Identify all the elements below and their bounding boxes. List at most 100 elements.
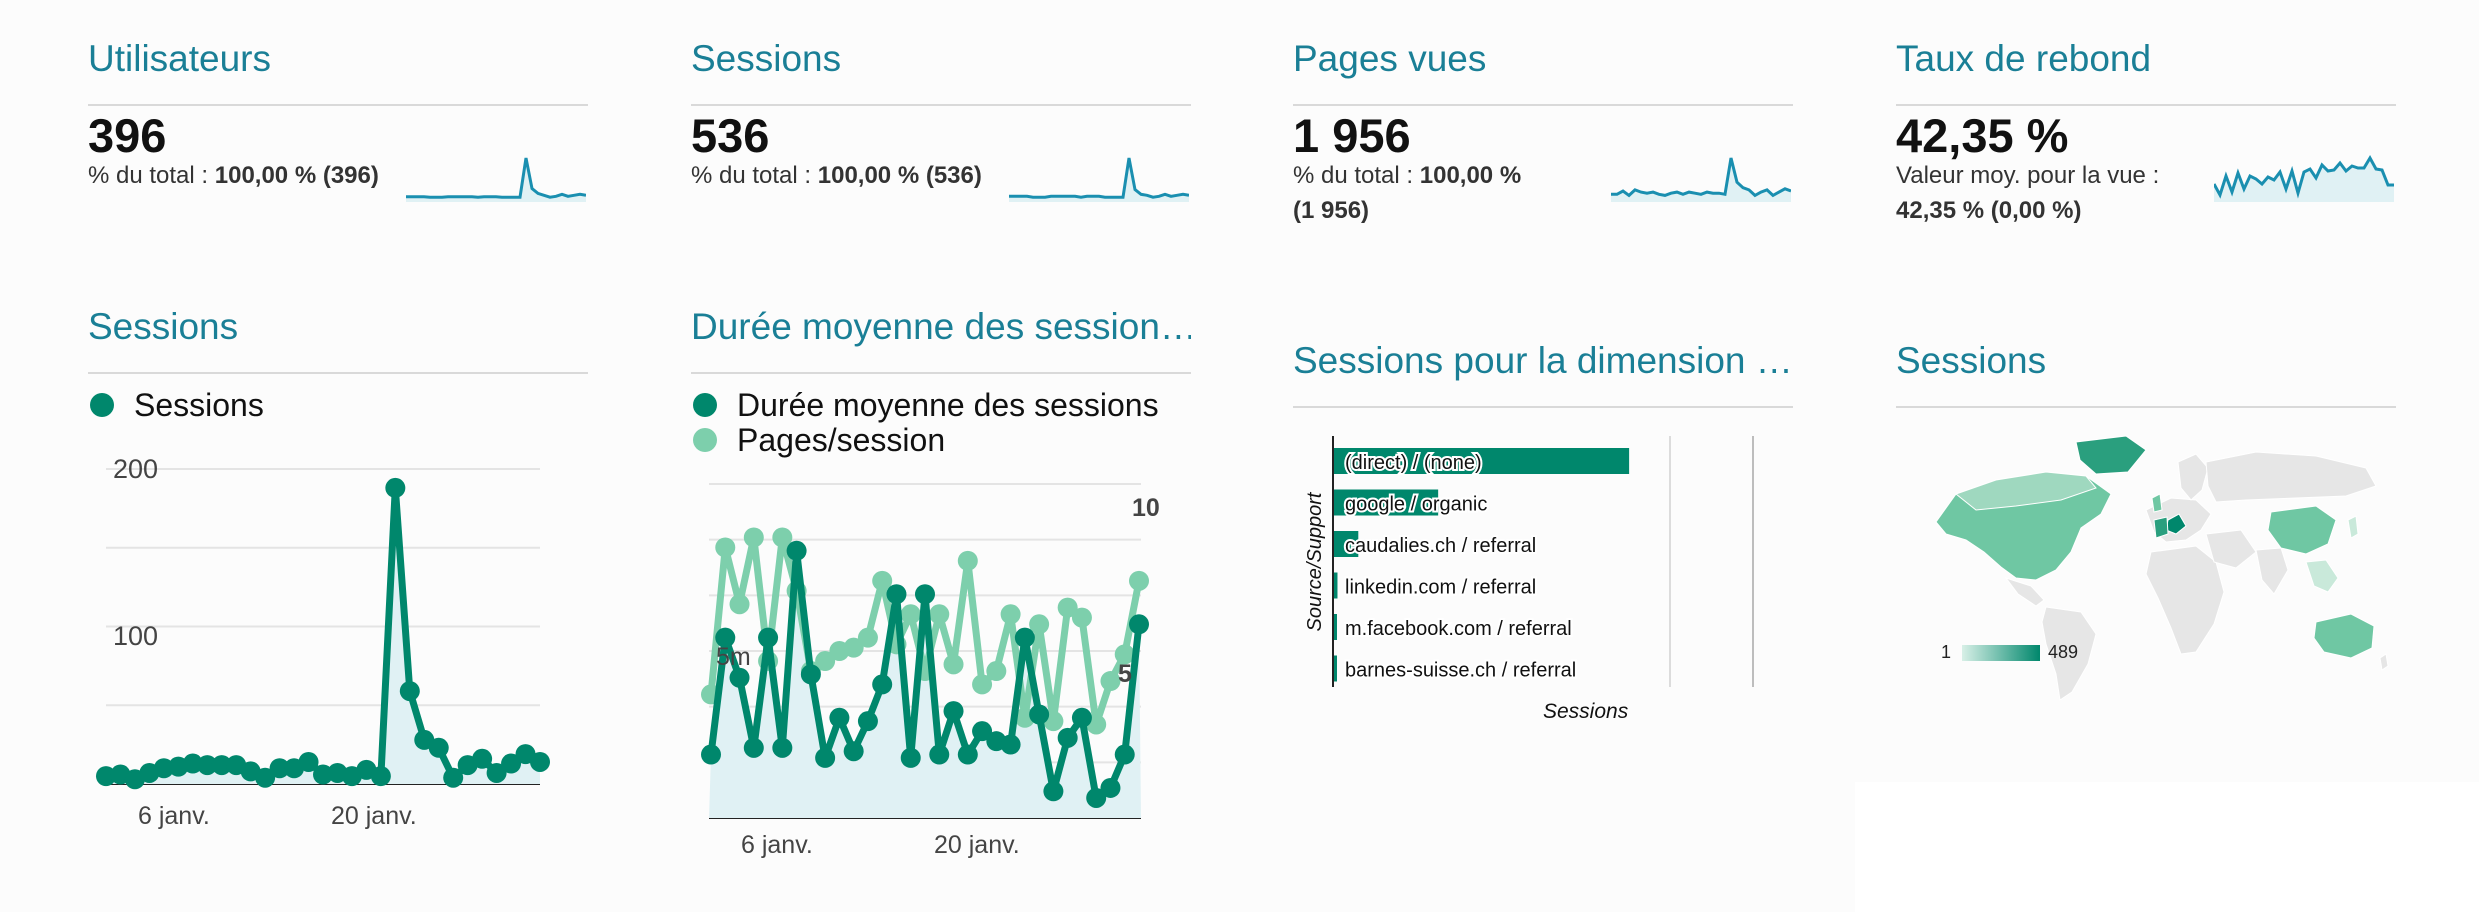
data-point[interactable]: [298, 751, 319, 772]
data-point[interactable]: [800, 664, 821, 685]
data-point[interactable]: [530, 751, 550, 772]
map-china: [2267, 505, 2337, 555]
data-point[interactable]: [972, 721, 993, 742]
data-point[interactable]: [872, 570, 893, 591]
data-point[interactable]: [957, 744, 978, 765]
data-point[interactable]: [900, 604, 921, 625]
data-point[interactable]: [1071, 607, 1092, 628]
data-point[interactable]: [486, 762, 507, 783]
data-point[interactable]: [428, 737, 449, 758]
data-point[interactable]: [1114, 744, 1135, 765]
kpi-card-users: Utilisateurs 396 % du total : 100,00 % (…: [88, 38, 588, 238]
data-point[interactable]: [472, 748, 493, 769]
data-point[interactable]: [1029, 614, 1050, 635]
data-point[interactable]: [1000, 604, 1021, 625]
map-south-east-asia: [2305, 559, 2339, 593]
bar[interactable]: [1334, 531, 1359, 557]
legend-label: Durée moyenne des sessions: [737, 387, 1159, 423]
divider: [88, 372, 588, 374]
map-france: [2153, 516, 2169, 539]
data-point[interactable]: [96, 766, 116, 787]
data-point[interactable]: [701, 744, 721, 765]
data-point[interactable]: [929, 604, 950, 625]
data-point[interactable]: [957, 550, 978, 571]
data-point[interactable]: [843, 637, 864, 658]
sparkline: [2214, 154, 2394, 202]
data-point[interactable]: [313, 764, 333, 785]
data-point[interactable]: [857, 711, 878, 732]
data-point[interactable]: [211, 755, 232, 776]
data-point[interactable]: [1114, 644, 1135, 665]
data-point[interactable]: [872, 674, 893, 695]
kpi-title: Pages vues: [1293, 38, 1487, 79]
data-point[interactable]: [900, 747, 921, 768]
bar[interactable]: [1334, 448, 1630, 474]
divider: [691, 372, 1191, 374]
data-point[interactable]: [255, 767, 276, 788]
map-scandinavia: [2177, 453, 2209, 501]
data-point[interactable]: [843, 741, 864, 762]
data-point[interactable]: [729, 667, 750, 688]
data-point[interactable]: [269, 758, 290, 779]
data-point[interactable]: [815, 747, 836, 768]
data-point[interactable]: [501, 753, 522, 774]
data-point[interactable]: [972, 674, 993, 695]
data-point[interactable]: [153, 758, 174, 779]
data-point[interactable]: [943, 701, 964, 722]
data-point[interactable]: [829, 707, 850, 728]
kpi-sub-prefix: % du total :: [691, 162, 818, 189]
data-point[interactable]: [1086, 787, 1107, 808]
data-point[interactable]: [443, 767, 464, 788]
data-point[interactable]: [915, 584, 935, 605]
bar-label: m.facebook.com / referral: [1345, 618, 1572, 640]
world-map: 1 489: [1935, 435, 2389, 701]
data-point[interactable]: [729, 594, 750, 615]
data-point[interactable]: [370, 766, 391, 787]
kpi-value: 42,35 %: [1896, 109, 2069, 162]
data-point[interactable]: [1100, 777, 1121, 798]
data-point[interactable]: [943, 654, 964, 675]
data-point[interactable]: [385, 477, 406, 498]
bar[interactable]: [1334, 489, 1439, 516]
y-tick-label-right: 5: [1118, 660, 1132, 688]
data-point[interactable]: [1057, 727, 1078, 748]
data-point[interactable]: [182, 753, 203, 774]
y-axis-title: Source/Support: [1304, 491, 1326, 631]
data-point[interactable]: [1029, 704, 1050, 725]
data-point[interactable]: [197, 755, 218, 776]
bar[interactable]: [1334, 572, 1338, 599]
data-point[interactable]: [743, 737, 764, 758]
data-point[interactable]: [929, 744, 950, 765]
data-point[interactable]: [986, 661, 1007, 682]
data-point[interactable]: [886, 584, 907, 605]
divider: [691, 104, 1191, 106]
data-point[interactable]: [857, 627, 878, 648]
bar-label: (direct) / (none): [1345, 452, 1482, 474]
data-point[interactable]: [1000, 734, 1021, 755]
map-greenland: [2075, 435, 2147, 475]
map-india: [2255, 547, 2289, 595]
data-point[interactable]: [1014, 627, 1035, 648]
data-point[interactable]: [1071, 707, 1092, 728]
data-point[interactable]: [1129, 570, 1149, 591]
data-point[interactable]: [399, 681, 420, 702]
data-point[interactable]: [1043, 781, 1064, 802]
data-point[interactable]: [786, 540, 807, 561]
bar[interactable]: [1334, 655, 1337, 682]
map-australia: [2313, 613, 2375, 659]
bar[interactable]: [1334, 614, 1337, 640]
kpi-sub-line2: (1 956): [1293, 197, 1370, 224]
kpi-sub-prefix: % du total :: [88, 162, 215, 189]
data-point[interactable]: [1100, 671, 1121, 692]
y-tick-label: 200: [113, 454, 158, 484]
data-point[interactable]: [743, 527, 764, 548]
data-point[interactable]: [715, 537, 736, 558]
data-point[interactable]: [715, 627, 736, 648]
data-point[interactable]: [758, 627, 779, 648]
y-tick-label: 5m: [716, 643, 751, 671]
data-point[interactable]: [1057, 597, 1078, 618]
data-point[interactable]: [772, 737, 793, 758]
data-point[interactable]: [815, 651, 836, 672]
data-point[interactable]: [772, 527, 793, 548]
data-point[interactable]: [1129, 614, 1149, 635]
